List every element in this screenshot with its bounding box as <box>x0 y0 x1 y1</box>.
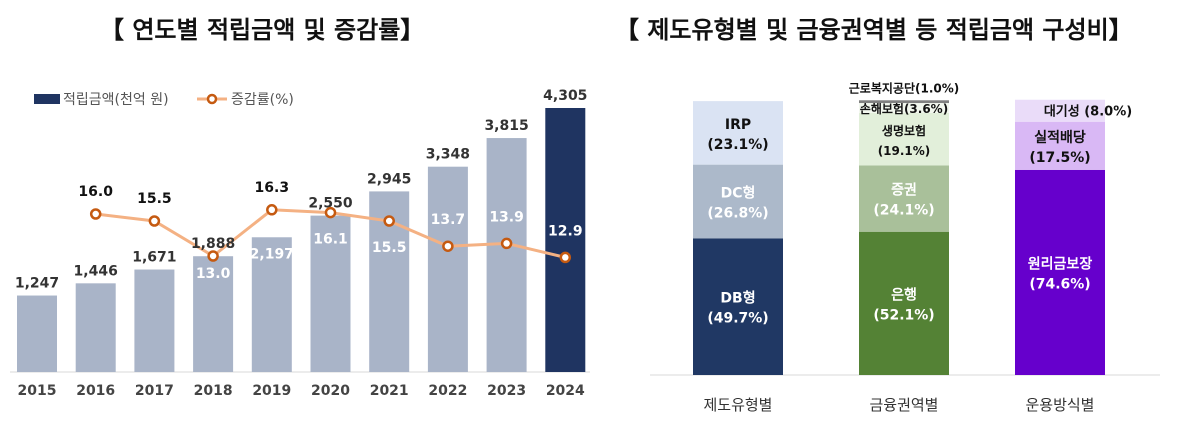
bar-2018 <box>193 256 234 372</box>
growth-label-2016: 16.0 <box>78 184 113 200</box>
growth-label-2021: 15.5 <box>372 240 407 256</box>
growth-marker-2016 <box>89 208 102 220</box>
segment-percent-생명보험: (19.1%) <box>878 144 931 158</box>
x-tick-2020: 2020 <box>311 383 350 399</box>
bar-2020 <box>310 215 351 372</box>
category-label-1: 금융권역별 <box>869 396 938 414</box>
segment-실적배당 <box>1015 121 1105 170</box>
segment-name-DB형: DB형 <box>720 290 755 307</box>
x-tick-2016: 2016 <box>76 383 115 399</box>
category-label-2: 운용방식별 <box>1025 396 1094 414</box>
legend-line-marker <box>206 93 218 105</box>
segment-label-근로복지공단: 근로복지공단(1.0%) <box>849 80 960 95</box>
x-tick-2023: 2023 <box>487 383 526 399</box>
segment-percent-원리금보장: (74.6%) <box>1029 276 1090 292</box>
category-label-0: 제도유형별 <box>703 396 772 414</box>
bar-value-label-2015: 1,247 <box>15 276 59 292</box>
segment-손해보험 <box>859 103 949 113</box>
segment-대기성 <box>1015 99 1105 122</box>
growth-label-2019: 16.3 <box>255 180 290 196</box>
segment-percent-증권: (24.1%) <box>873 203 934 219</box>
x-tick-2024: 2024 <box>546 383 585 399</box>
bar-value-label-2021: 2,945 <box>367 171 411 187</box>
segment-IRP <box>693 101 783 165</box>
segment-생명보험 <box>859 112 949 166</box>
bar-value-label-2020: 2,550 <box>308 196 353 212</box>
segment-name-원리금보장: 원리금보장 <box>1028 255 1093 272</box>
segment-name-IRP: IRP <box>725 117 751 133</box>
segment-label-대기성: 대기성 (8.0%) <box>1044 105 1132 120</box>
bar-value-label-2018: 1,888 <box>191 236 235 252</box>
bar-2024 <box>545 108 586 372</box>
legend-line-label: 증감률(%) <box>231 92 294 108</box>
bar-2015 <box>17 295 57 372</box>
x-tick-2019: 2019 <box>252 383 291 399</box>
growth-marker-2017 <box>148 215 161 227</box>
segment-percent-IRP: (23.1%) <box>707 137 768 153</box>
bar-value-label-2016: 1,446 <box>74 263 118 279</box>
bar-value-label-2019: 2,197 <box>250 246 294 262</box>
right-chart-title: 【 제도유형별 및 금융권역별 등 적립금액 구성비】 <box>615 16 1133 44</box>
segment-percent-은행: (52.1%) <box>873 307 934 323</box>
segment-DB형 <box>693 238 783 375</box>
bar-value-label-2022: 3,348 <box>426 147 470 163</box>
growth-label-2020: 16.1 <box>313 232 348 248</box>
annual-bar-line-chart: 적립금액(천억 원) 증감률(%) 2015 2016 2017 2018 2019 2020… <box>10 88 590 399</box>
growth-marker-2022 <box>442 240 454 252</box>
growth-marker-2018 <box>207 250 219 262</box>
segment-name-실적배당: 실적배당 <box>1034 129 1086 146</box>
segment-원리금보장 <box>1015 169 1105 375</box>
bar-value-label-2024: 4,305 <box>543 88 587 104</box>
bar-2022 <box>427 166 468 372</box>
x-tick-2015: 2015 <box>18 383 57 399</box>
segment-name-은행: 은행 <box>891 287 917 303</box>
growth-marker-2020 <box>324 206 337 219</box>
segment-percent-DC형: (26.8%) <box>707 205 768 221</box>
segment-은행 <box>859 231 949 375</box>
growth-marker-2023 <box>500 237 513 250</box>
bar-2023 <box>486 138 527 372</box>
x-tick-2018: 2018 <box>194 383 233 399</box>
growth-label-2023: 13.9 <box>489 209 524 225</box>
growth-marker-2024 <box>559 251 572 264</box>
segment-name-생명보험: 생명보험 <box>882 123 926 138</box>
x-tick-2021: 2021 <box>370 383 409 399</box>
bar-2019 <box>251 237 292 372</box>
bar-2017 <box>134 269 175 372</box>
x-tick-2022: 2022 <box>428 383 467 399</box>
growth-label-2022: 13.7 <box>431 212 466 228</box>
growth-marker-2019 <box>266 204 278 216</box>
segment-DC형 <box>693 164 783 239</box>
segment-근로복지공단 <box>859 100 949 104</box>
left-chart-title: 【 연도별 적립금액 및 증감률】 <box>100 16 425 44</box>
growth-label-2017: 15.5 <box>137 191 172 207</box>
legend-bar-swatch <box>34 94 60 104</box>
legend-bar-label: 적립금액(천억 원) <box>63 92 169 108</box>
segment-name-증권: 증권 <box>891 183 917 199</box>
bar-value-label-2023: 3,815 <box>484 118 528 134</box>
bar-2016 <box>75 283 116 372</box>
x-tick-2017: 2017 <box>135 383 174 399</box>
growth-label-2024: 12.9 <box>548 223 583 239</box>
segment-label-손해보험: 손해보험(3.6%) <box>860 101 948 116</box>
composition-stacked-chart: 제도유형별 DB형 (49.7%) DC형 (26.8%) IRP (23.1%) 금융권역별… <box>650 80 1160 414</box>
segment-증권 <box>859 165 949 232</box>
bar-value-label-2017: 1,671 <box>132 250 176 266</box>
growth-label-2018: 13.0 <box>196 266 231 282</box>
growth-marker-2021 <box>383 215 395 227</box>
segment-name-DC형: DC형 <box>721 184 756 201</box>
segment-percent-실적배당: (17.5%) <box>1029 150 1090 166</box>
segment-percent-DB형: (49.7%) <box>707 311 768 327</box>
